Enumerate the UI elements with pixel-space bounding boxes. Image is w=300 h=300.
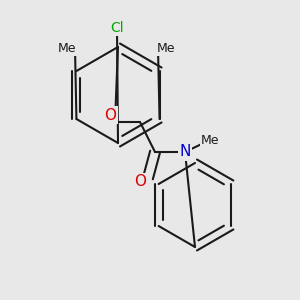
Text: N: N [179, 145, 191, 160]
Text: O: O [134, 175, 146, 190]
Text: Cl: Cl [110, 21, 124, 35]
Text: O: O [104, 107, 116, 122]
Text: Me: Me [58, 41, 76, 55]
Text: Me: Me [157, 41, 175, 55]
Text: Me: Me [201, 134, 219, 146]
